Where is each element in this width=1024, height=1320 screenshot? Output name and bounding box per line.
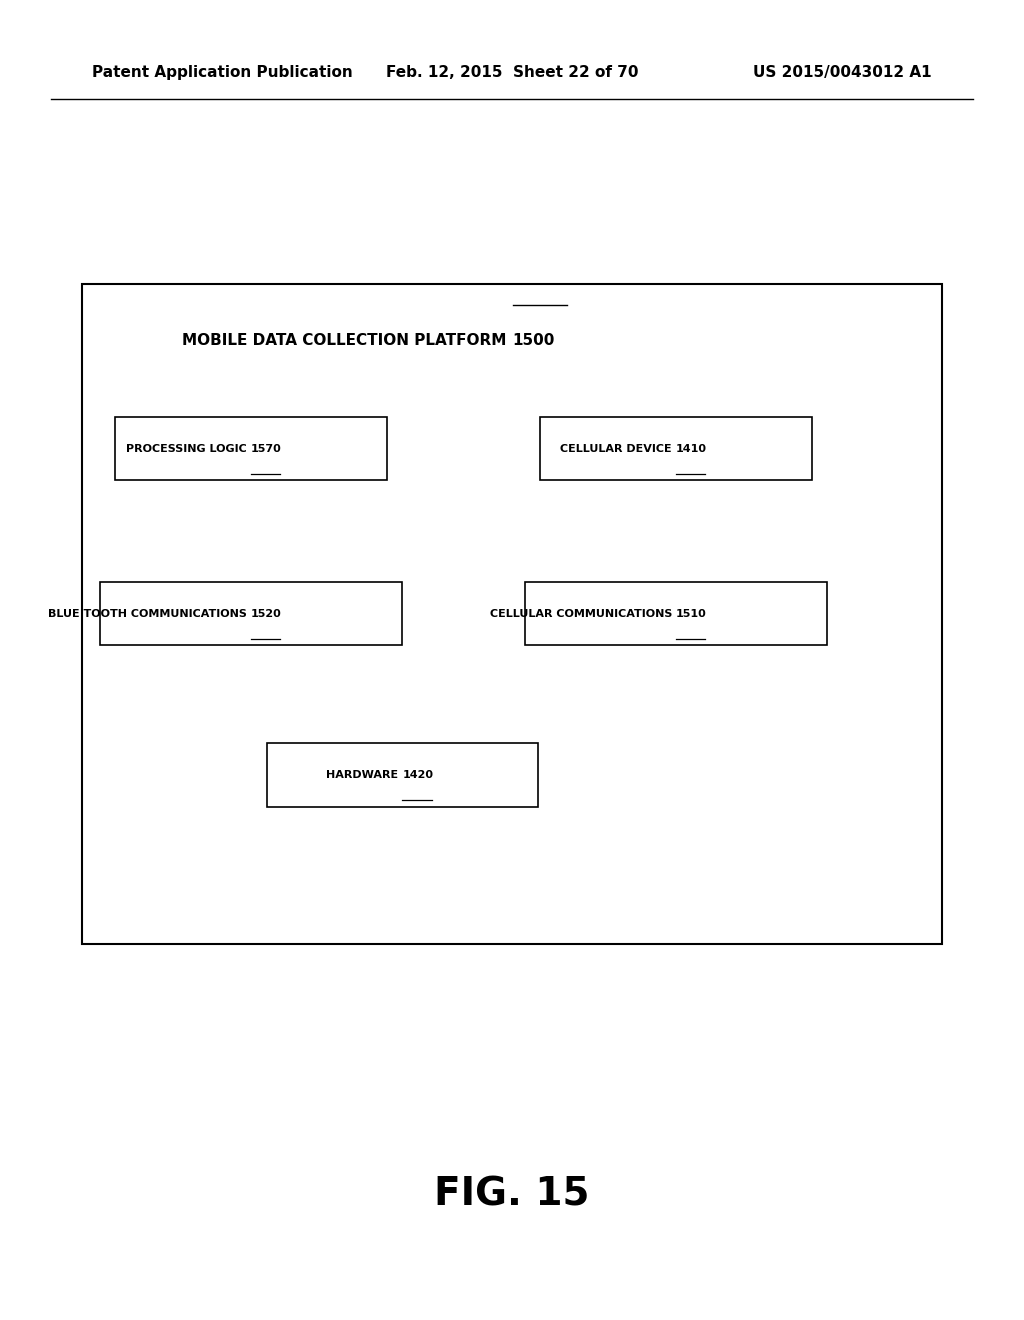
Text: 1520: 1520 [251, 609, 282, 619]
Text: BLUE TOOTH COMMUNICATIONS: BLUE TOOTH COMMUNICATIONS [48, 609, 251, 619]
Text: US 2015/0043012 A1: US 2015/0043012 A1 [754, 65, 932, 81]
Text: 1570: 1570 [251, 444, 282, 454]
Text: 1420: 1420 [402, 770, 433, 780]
Bar [82, 284, 942, 944]
Bar [100, 582, 401, 645]
Bar [115, 417, 387, 480]
Text: MOBILE DATA COLLECTION PLATFORM: MOBILE DATA COLLECTION PLATFORM [182, 333, 512, 348]
Text: 1510: 1510 [676, 609, 707, 619]
Bar [525, 582, 827, 645]
Text: CELLULAR COMMUNICATIONS: CELLULAR COMMUNICATIONS [489, 609, 676, 619]
Text: Feb. 12, 2015  Sheet 22 of 70: Feb. 12, 2015 Sheet 22 of 70 [386, 65, 638, 81]
Text: Patent Application Publication: Patent Application Publication [92, 65, 353, 81]
Text: FIG. 15: FIG. 15 [434, 1176, 590, 1213]
Text: 1500: 1500 [512, 333, 554, 348]
Text: CELLULAR DEVICE: CELLULAR DEVICE [560, 444, 676, 454]
Text: HARDWARE: HARDWARE [327, 770, 402, 780]
Text: 1410: 1410 [676, 444, 707, 454]
Text: PROCESSING LOGIC: PROCESSING LOGIC [126, 444, 251, 454]
Bar [541, 417, 812, 480]
Bar [266, 743, 539, 807]
